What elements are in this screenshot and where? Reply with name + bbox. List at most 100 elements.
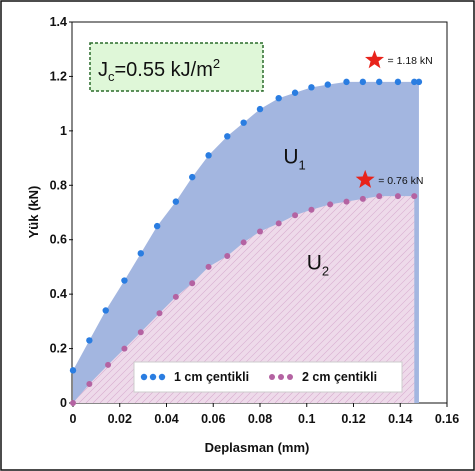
hatch-line — [337, 196, 415, 403]
series-2-point — [121, 345, 128, 352]
jc-value: =0.55 kJ/m — [115, 59, 213, 81]
hatch-line — [120, 196, 382, 403]
hatch-line — [190, 196, 415, 403]
series-2-point — [327, 201, 334, 208]
y-tick-label: 1 — [60, 124, 67, 138]
series-1-point — [137, 250, 144, 257]
hatch-line — [113, 196, 375, 403]
hatch-line — [281, 196, 415, 403]
legend-marker-2 — [278, 374, 284, 380]
series-1-point — [172, 198, 180, 205]
y-tick-label: 0.8 — [50, 178, 67, 192]
peak-label-1: = 1.18 kN — [388, 55, 433, 67]
series-2-point — [411, 193, 418, 200]
legend-box — [133, 361, 403, 393]
series-2-point — [224, 253, 231, 260]
series-1-point — [343, 78, 350, 86]
x-tick-label: 0.08 — [248, 412, 272, 426]
series-1-point — [153, 222, 161, 230]
hatch-line — [288, 196, 415, 403]
series-1-point — [102, 307, 109, 314]
series-1-point — [275, 95, 282, 102]
series-2-point — [86, 380, 93, 387]
series-2-point — [205, 263, 212, 270]
series-1-point — [308, 84, 315, 91]
x-axis-title: Deplasman (mm) — [205, 440, 310, 455]
x-tick-label: 0 — [70, 412, 77, 426]
region-label-u1: U1 — [283, 146, 305, 173]
series-1-point — [121, 277, 128, 284]
peak-label-2: = 0.76 kN — [378, 175, 423, 187]
series-2-point — [257, 228, 263, 235]
x-tick-label: 0.1 — [298, 412, 315, 426]
x-axis-ticks: 0 0.02 0.04 0.06 0.08 0.1 0.12 0.14 0.16 — [70, 403, 459, 426]
hatch-line — [225, 196, 415, 403]
series-2-point — [376, 193, 383, 200]
peak-star-icon — [365, 50, 385, 69]
region-label-base: U — [283, 146, 298, 169]
hatch-line — [204, 196, 415, 403]
hatch-line — [148, 196, 410, 403]
series-1-point — [376, 78, 383, 86]
y-axis-ticks: 0 0.2 0.4 0.6 0.8 1 1.2 1.4 — [50, 15, 73, 410]
y-tick-label: 0 — [60, 396, 67, 410]
region-label-base: U — [307, 252, 322, 275]
hatch-line — [253, 196, 415, 403]
hatch-line — [365, 196, 415, 403]
hatch-line — [85, 196, 347, 403]
hatch-line — [351, 196, 415, 403]
hatch-line — [323, 196, 415, 403]
series-2-point — [105, 361, 112, 368]
hatch-line — [78, 196, 340, 403]
series-1-point — [415, 78, 423, 86]
hatch-line — [99, 196, 361, 403]
hatch-line — [358, 196, 415, 403]
hatch-line — [302, 196, 415, 403]
legend-marker-2 — [269, 374, 275, 380]
series-2-point — [359, 195, 366, 202]
series-1-point — [291, 89, 299, 96]
series-1-point — [359, 78, 367, 86]
series-2-point — [292, 212, 299, 219]
hatch-line — [260, 196, 415, 403]
region-label-sub: 2 — [322, 264, 329, 279]
x-tick-label: 0.12 — [341, 412, 365, 426]
hatch-line — [239, 196, 415, 403]
hatch-line — [232, 196, 415, 403]
jc-subscript: c — [108, 69, 115, 84]
hatch-line — [295, 196, 415, 403]
hatch-line — [169, 196, 415, 403]
series-1-point — [189, 173, 196, 181]
jc-symbol: J — [98, 59, 108, 81]
y-tick-label: 1.4 — [50, 15, 67, 29]
series-1-point — [240, 119, 247, 126]
series-2-point — [189, 280, 196, 287]
hatch-line — [211, 196, 415, 403]
series-1-point — [205, 152, 212, 159]
hatch-line — [183, 196, 415, 403]
x-tick-label: 0.02 — [108, 412, 132, 426]
series-1-point — [324, 81, 331, 88]
legend-label-1: 1 cm çentikli — [174, 370, 249, 384]
series-2-point — [275, 220, 282, 227]
hatch-line — [309, 196, 415, 403]
jc-superscript: 2 — [213, 56, 220, 71]
region-label-sub: 1 — [299, 158, 306, 173]
series-1-point — [411, 78, 418, 86]
hatch-line — [127, 196, 389, 403]
legend: 1 cm çentikli 2 cm çentikli — [133, 361, 403, 393]
peak-star-icon — [355, 169, 375, 188]
hatch-line — [197, 196, 415, 403]
jc-annotation: Jc=0.55 kJ/m2 — [89, 42, 264, 92]
x-tick-label: 0.16 — [435, 412, 459, 426]
series-1-point — [86, 337, 93, 344]
hatch-line — [316, 196, 415, 403]
hatch-line — [162, 196, 415, 403]
series-2-point — [343, 198, 350, 205]
y-axis-title: Yük (kN) — [26, 186, 41, 239]
legend-marker-2 — [287, 374, 293, 380]
x-tick-label: 0.04 — [154, 412, 178, 426]
hatch-line — [141, 196, 403, 403]
y-tick-label: 1.2 — [50, 69, 67, 83]
y-tick-label: 0.2 — [50, 342, 67, 356]
